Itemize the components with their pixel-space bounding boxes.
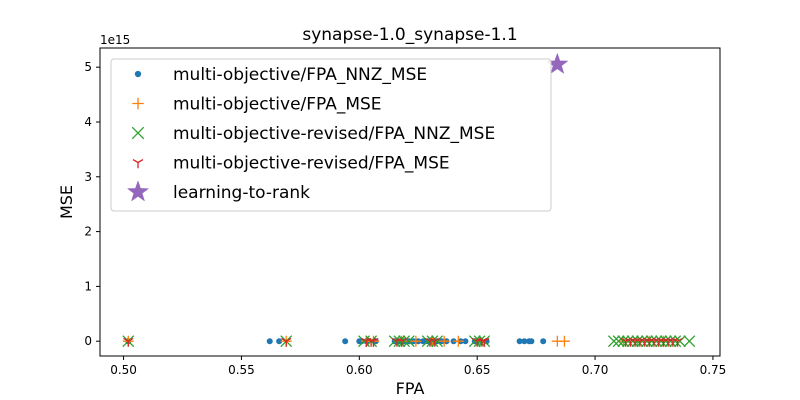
data-point (281, 337, 292, 347)
data-point (528, 338, 535, 345)
y-tick-label: 1 (84, 279, 92, 293)
legend-marker (126, 180, 150, 202)
y-tick-label: 5 (84, 60, 92, 74)
data-point (664, 335, 677, 348)
x-axis: 0.50 0.55 0.60 0.65 0.70 0.75 (110, 356, 726, 377)
chart-title: synapse-1.0_synapse-1.1 (302, 25, 517, 45)
legend-entries: multi-objective/FPA_NNZ_MSE multi-objecti… (126, 65, 495, 203)
series-tri_down (123, 337, 683, 347)
series-layer (122, 52, 696, 348)
x-tick-label: 0.60 (346, 363, 373, 377)
y-offset-label: 1e15 (100, 33, 130, 47)
data-point (388, 335, 401, 348)
legend: multi-objective/FPA_NNZ_MSE multi-objecti… (110, 58, 552, 212)
x-tick-label: 0.50 (110, 363, 137, 377)
data-point (636, 335, 649, 348)
data-point (402, 335, 415, 348)
legend-entry: multi-objective/FPA_MSE (132, 95, 382, 115)
data-point (640, 335, 653, 348)
legend-box (110, 58, 552, 212)
legend-marker (132, 97, 144, 110)
legend-entry: multi-objective-revised/FPA_MSE (132, 154, 450, 174)
data-point (622, 335, 635, 348)
data-point (410, 335, 422, 347)
x-tick-label: 0.65 (464, 363, 491, 377)
legend-entry: multi-objective/FPA_NNZ_MSE (134, 65, 427, 85)
x-axis-label: FPA (396, 379, 425, 398)
data-point (650, 335, 663, 348)
legend-marker (134, 70, 142, 78)
x-tick-label: 0.75 (700, 363, 727, 377)
data-point (398, 335, 411, 348)
legend-marker (132, 159, 144, 169)
data-point (659, 335, 672, 348)
data-point (645, 335, 658, 348)
y-axis: 0 1 2 3 4 5 (84, 60, 100, 348)
data-point (617, 335, 630, 348)
legend-label: multi-objective/FPA_MSE (173, 95, 382, 115)
data-point (655, 335, 668, 348)
data-point (558, 335, 570, 347)
x-tick-label: 0.55 (228, 363, 255, 377)
y-tick-label: 2 (84, 225, 92, 239)
y-tick-label: 0 (84, 334, 92, 348)
y-tick-label: 3 (84, 170, 92, 184)
data-point (276, 338, 283, 345)
data-point (626, 335, 639, 348)
data-point (123, 337, 134, 347)
data-point (672, 337, 683, 347)
data-point (426, 335, 439, 348)
x-tick-label: 0.70 (582, 363, 609, 377)
data-point (612, 335, 625, 348)
legend-marker (131, 126, 145, 140)
data-point (540, 338, 547, 345)
data-point (516, 338, 523, 345)
data-point (521, 338, 528, 345)
legend-label: multi-objective-revised/FPA_NNZ_MSE (173, 124, 495, 144)
legend-label: learning-to-rank (173, 183, 310, 203)
data-point (431, 335, 444, 348)
plot-area (99, 47, 721, 357)
y-tick-label: 4 (84, 115, 92, 129)
legend-label: multi-objective/FPA_NNZ_MSE (173, 65, 427, 85)
data-point (669, 335, 682, 348)
y-axis-label: MSE (57, 185, 76, 219)
data-point (683, 335, 696, 348)
data-point (438, 335, 450, 347)
legend-label: multi-objective-revised/FPA_MSE (173, 154, 450, 174)
data-point (419, 338, 426, 345)
data-point (452, 335, 464, 347)
legend-entry: learning-to-rank (126, 180, 310, 203)
data-point (473, 335, 486, 348)
data-point (429, 337, 440, 347)
data-point (393, 335, 406, 348)
data-point (468, 335, 481, 348)
data-point (462, 338, 469, 345)
data-point (342, 338, 349, 345)
data-point (266, 338, 273, 345)
data-point (479, 337, 490, 347)
data-point (673, 335, 686, 348)
data-point (421, 335, 434, 348)
data-point (631, 335, 644, 348)
data-point (607, 335, 620, 348)
legend-entry: multi-objective-revised/FPA_NNZ_MSE (131, 124, 495, 144)
data-point (396, 337, 407, 347)
data-point (368, 337, 379, 347)
